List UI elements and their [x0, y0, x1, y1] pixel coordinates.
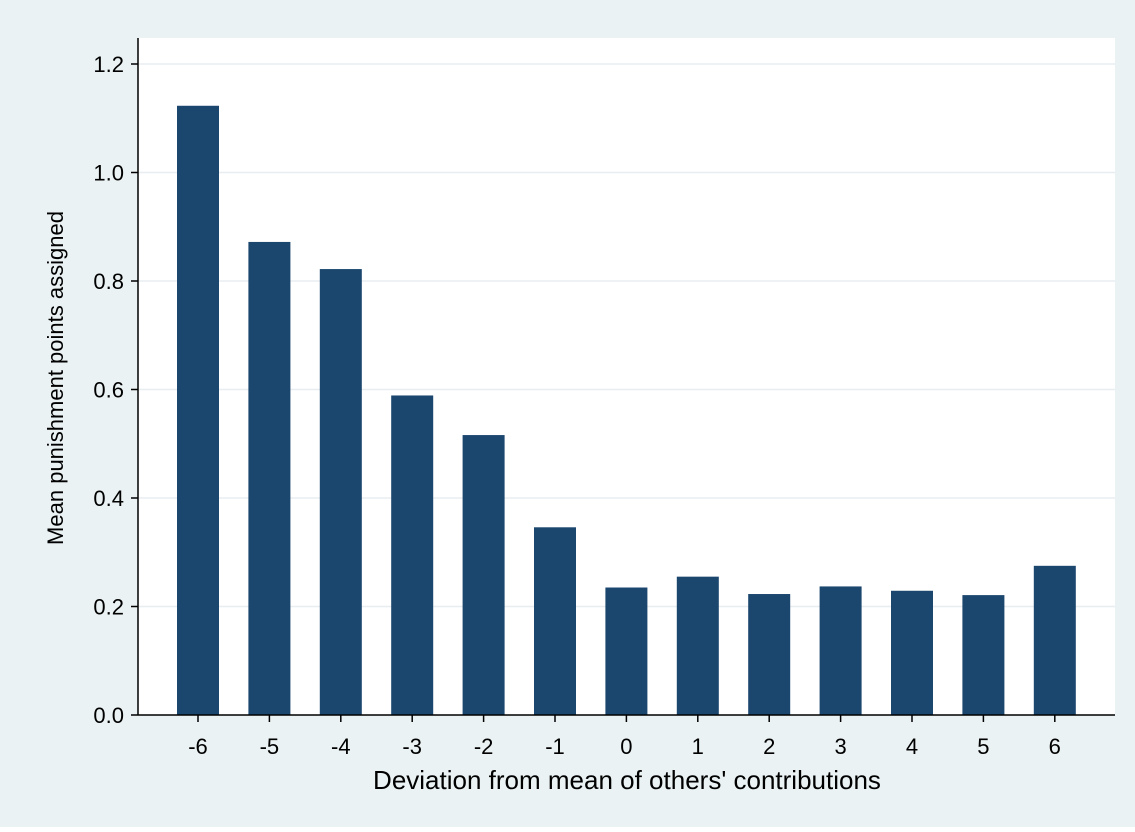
x-ticks: -6 -5 -4 -3 -2 -1 0 1 2 3 4 5 6 [188, 715, 1061, 759]
y-ticks: 0.0 0.2 0.4 0.6 0.8 1.0 1.2 [93, 52, 138, 728]
y-axis-label: Mean punishment points assigned [43, 211, 68, 545]
x-tick-label: 0 [620, 734, 632, 759]
bar [819, 586, 862, 715]
x-axis-label: Deviation from mean of others' contribut… [373, 765, 881, 795]
x-tick-label: -1 [545, 734, 565, 759]
y-tick-label: 0.4 [93, 486, 124, 511]
x-tick-label: 1 [692, 734, 704, 759]
x-tick-label: -5 [260, 734, 280, 759]
x-tick-label: 2 [763, 734, 775, 759]
x-tick-label: -6 [188, 734, 208, 759]
x-tick-label: 5 [977, 734, 989, 759]
bar [676, 576, 719, 715]
x-tick-label: 3 [834, 734, 846, 759]
bar [391, 395, 434, 715]
bar [891, 590, 933, 715]
bar [177, 105, 219, 715]
bar [319, 269, 362, 715]
y-tick-label: 0.0 [93, 703, 124, 728]
x-tick-label: -2 [474, 734, 494, 759]
x-tick-label: 6 [1049, 734, 1061, 759]
y-tick-label: 0.6 [93, 378, 124, 403]
bar [1033, 565, 1076, 715]
bar [748, 594, 791, 715]
bar [248, 241, 291, 715]
y-tick-label: 1.0 [93, 161, 124, 186]
bars [177, 105, 1076, 715]
y-tick-label: 1.2 [93, 52, 124, 77]
y-tick-label: 0.2 [93, 595, 124, 620]
x-tick-label: -4 [331, 734, 351, 759]
x-tick-label: -3 [402, 734, 422, 759]
bar [462, 435, 505, 715]
x-tick-label: 4 [906, 734, 918, 759]
y-tick-label: 0.8 [93, 269, 124, 294]
bar [534, 527, 576, 715]
bar [605, 587, 648, 715]
bar [962, 595, 1005, 715]
gridlines [138, 63, 1115, 608]
